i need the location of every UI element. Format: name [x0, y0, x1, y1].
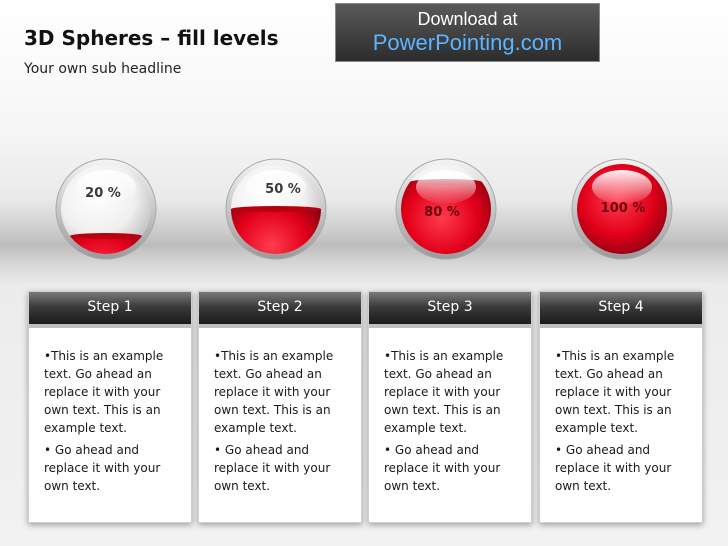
sphere-label-50: 50 %	[265, 182, 301, 197]
step-bullet: • Go ahead and replace it with your own …	[44, 443, 161, 493]
sphere-80	[390, 153, 502, 265]
sphere-highlight	[246, 170, 306, 204]
step-card-2: Step 2 •This is an example text. Go ahea…	[198, 291, 362, 523]
sphere-graphic	[571, 158, 673, 260]
step-bullet: •This is an example text. Go ahead an re…	[384, 349, 504, 435]
sphere-50	[220, 153, 332, 265]
sphere-label-80: 80 %	[424, 205, 460, 220]
sphere-20	[50, 153, 162, 265]
page-subtitle: Your own sub headline	[24, 61, 182, 77]
step-body: •This is an example text. Go ahead an re…	[29, 328, 191, 495]
sphere-100	[566, 153, 678, 265]
sphere-label-20: 20 %	[85, 186, 121, 201]
step-card-1: Step 1 •This is an example text. Go ahea…	[28, 291, 192, 523]
banner-text: Download at	[417, 9, 518, 29]
liquid-surface	[70, 233, 142, 239]
sphere-label-100: 100 %	[600, 201, 646, 216]
step-title: Step 3	[369, 292, 531, 328]
step-bullet: • Go ahead and replace it with your own …	[384, 443, 501, 493]
step-body: •This is an example text. Go ahead an re…	[199, 328, 361, 495]
step-title: Step 4	[540, 292, 702, 328]
step-bullet: • Go ahead and replace it with your own …	[555, 443, 672, 493]
sphere-highlight	[416, 170, 476, 204]
step-card-4: Step 4 •This is an example text. Go ahea…	[539, 291, 703, 523]
liquid-surface	[231, 206, 321, 212]
page-title: 3D Spheres – fill levels	[24, 26, 279, 50]
step-title: Step 2	[199, 292, 361, 328]
download-banner[interactable]: Download at PowerPointing.com	[335, 3, 600, 62]
step-bullet: • Go ahead and replace it with your own …	[214, 443, 331, 493]
step-bullet: •This is an example text. Go ahead an re…	[214, 349, 334, 435]
step-title: Step 1	[29, 292, 191, 328]
step-bullet: •This is an example text. Go ahead an re…	[555, 349, 675, 435]
sphere-graphic	[55, 158, 157, 260]
step-body: •This is an example text. Go ahead an re…	[540, 328, 702, 495]
powerpointing-link[interactable]: PowerPointing.com	[372, 30, 563, 55]
step-body: •This is an example text. Go ahead an re…	[369, 328, 531, 495]
sphere-graphic	[225, 158, 327, 260]
sphere-liquid	[61, 236, 151, 254]
sphere-graphic	[395, 158, 497, 260]
step-card-3: Step 3 •This is an example text. Go ahea…	[368, 291, 532, 523]
sphere-highlight	[76, 170, 136, 204]
sphere-highlight	[592, 170, 652, 204]
step-bullet: •This is an example text. Go ahead an re…	[44, 349, 164, 435]
